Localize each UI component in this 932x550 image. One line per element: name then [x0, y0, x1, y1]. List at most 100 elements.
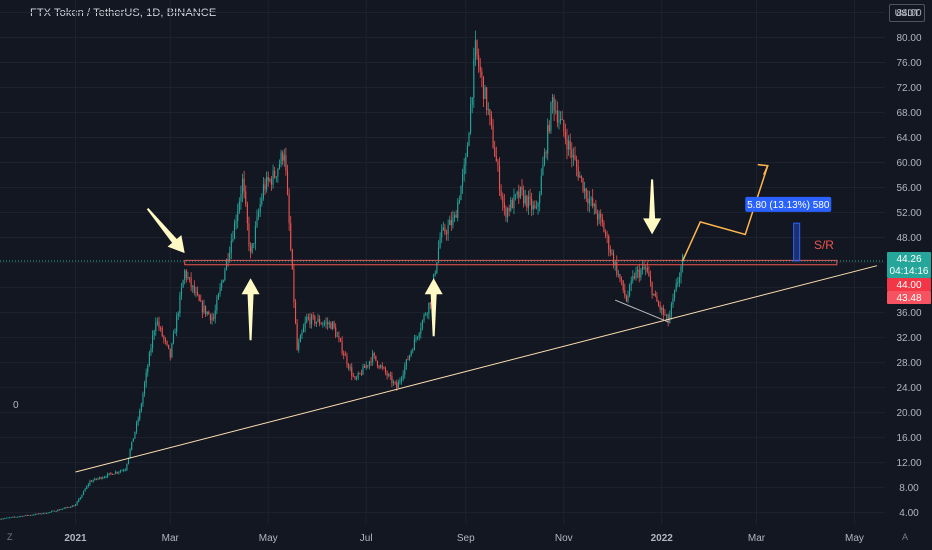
candle-body [25, 515, 27, 516]
candle-body [108, 473, 110, 475]
candle-body [367, 365, 369, 366]
candle-body [498, 165, 501, 190]
candle-body [261, 197, 263, 205]
candle [622, 280, 624, 294]
currency-button[interactable]: USDT [889, 4, 925, 22]
candle-body [230, 240, 232, 253]
candle [539, 191, 541, 212]
zoom-icon[interactable]: Z [7, 532, 13, 542]
candle [463, 158, 465, 182]
candle-body [649, 276, 652, 283]
candle-body [434, 272, 436, 275]
candle-body [41, 513, 43, 515]
candle-body [341, 341, 343, 354]
candle [643, 261, 645, 270]
candle [580, 175, 582, 183]
candle [674, 289, 676, 302]
candle-body [233, 223, 236, 239]
candle [256, 209, 258, 228]
candle [373, 351, 375, 359]
candle [563, 119, 565, 137]
candle-body [135, 422, 138, 432]
candle-body [399, 380, 401, 383]
candle [37, 513, 40, 515]
candles [0, 30, 684, 520]
candle-body [590, 197, 592, 200]
candle-body [0, 518, 1, 520]
candle-body [121, 470, 123, 472]
measure-box [793, 222, 801, 262]
candle-body [102, 477, 104, 479]
candle-body [196, 292, 199, 296]
price-tick-label: 76.00 [896, 58, 921, 69]
candle-body [344, 355, 346, 356]
candle [74, 504, 77, 507]
candle-body [667, 314, 669, 324]
candle-body [70, 507, 72, 508]
candle [303, 323, 305, 333]
candle-body [34, 513, 36, 515]
candle-body [608, 236, 610, 250]
arrow-icon [643, 179, 662, 235]
candle-body [140, 404, 142, 411]
candle [346, 352, 348, 368]
candle-body [487, 109, 489, 111]
candle [421, 319, 423, 331]
candle [367, 364, 369, 369]
candle-body [420, 328, 422, 334]
candle [63, 507, 65, 509]
candle [339, 337, 342, 343]
candle [637, 265, 639, 279]
candle-body [76, 501, 78, 505]
candle-body [37, 513, 40, 515]
candle [670, 301, 672, 320]
candle-body [616, 261, 618, 275]
candle-body [633, 276, 635, 278]
candle-body [535, 206, 538, 208]
candle [214, 304, 216, 324]
candle-body [245, 191, 247, 205]
candle-body [217, 293, 220, 300]
candle-body [680, 266, 682, 277]
candle [172, 329, 175, 345]
candle [140, 402, 142, 413]
candle [291, 248, 293, 270]
candle [15, 516, 17, 518]
candle [118, 471, 120, 475]
candle [585, 187, 587, 202]
candle [253, 243, 255, 249]
candle [566, 128, 568, 160]
candle [102, 476, 104, 480]
candle-body [193, 285, 195, 293]
candle [632, 270, 634, 284]
price-tick-label: 48.00 [896, 233, 921, 244]
candle-body [412, 350, 414, 352]
projection-arrowhead [757, 163, 769, 175]
candle-body [611, 252, 613, 254]
candle-body [248, 223, 250, 246]
candle [492, 118, 494, 149]
price-axis[interactable]: 4.00 8.00 12.00 16.00 20.00 24.00 28.00 32.00 36… [896, 8, 921, 519]
candle [482, 76, 485, 107]
candle-body [148, 352, 150, 367]
candle [224, 267, 226, 282]
candle [556, 101, 558, 128]
candle [238, 197, 240, 215]
candle-body [547, 124, 549, 154]
candle-body [550, 102, 552, 132]
time-axis[interactable]: 2021 Mar May Jul Sep Nov 2022 Mar May [64, 533, 864, 544]
candle [301, 329, 303, 340]
candle-body [473, 58, 475, 98]
candle [656, 292, 658, 302]
candle [391, 371, 393, 388]
candle [230, 233, 232, 260]
candle-body [556, 110, 558, 123]
candle-body [503, 202, 505, 208]
candle [551, 93, 554, 114]
auto-scale-button[interactable]: A [902, 532, 909, 542]
candle-body [625, 295, 627, 302]
candle [152, 330, 154, 353]
candle [362, 363, 364, 376]
candle [190, 272, 192, 292]
